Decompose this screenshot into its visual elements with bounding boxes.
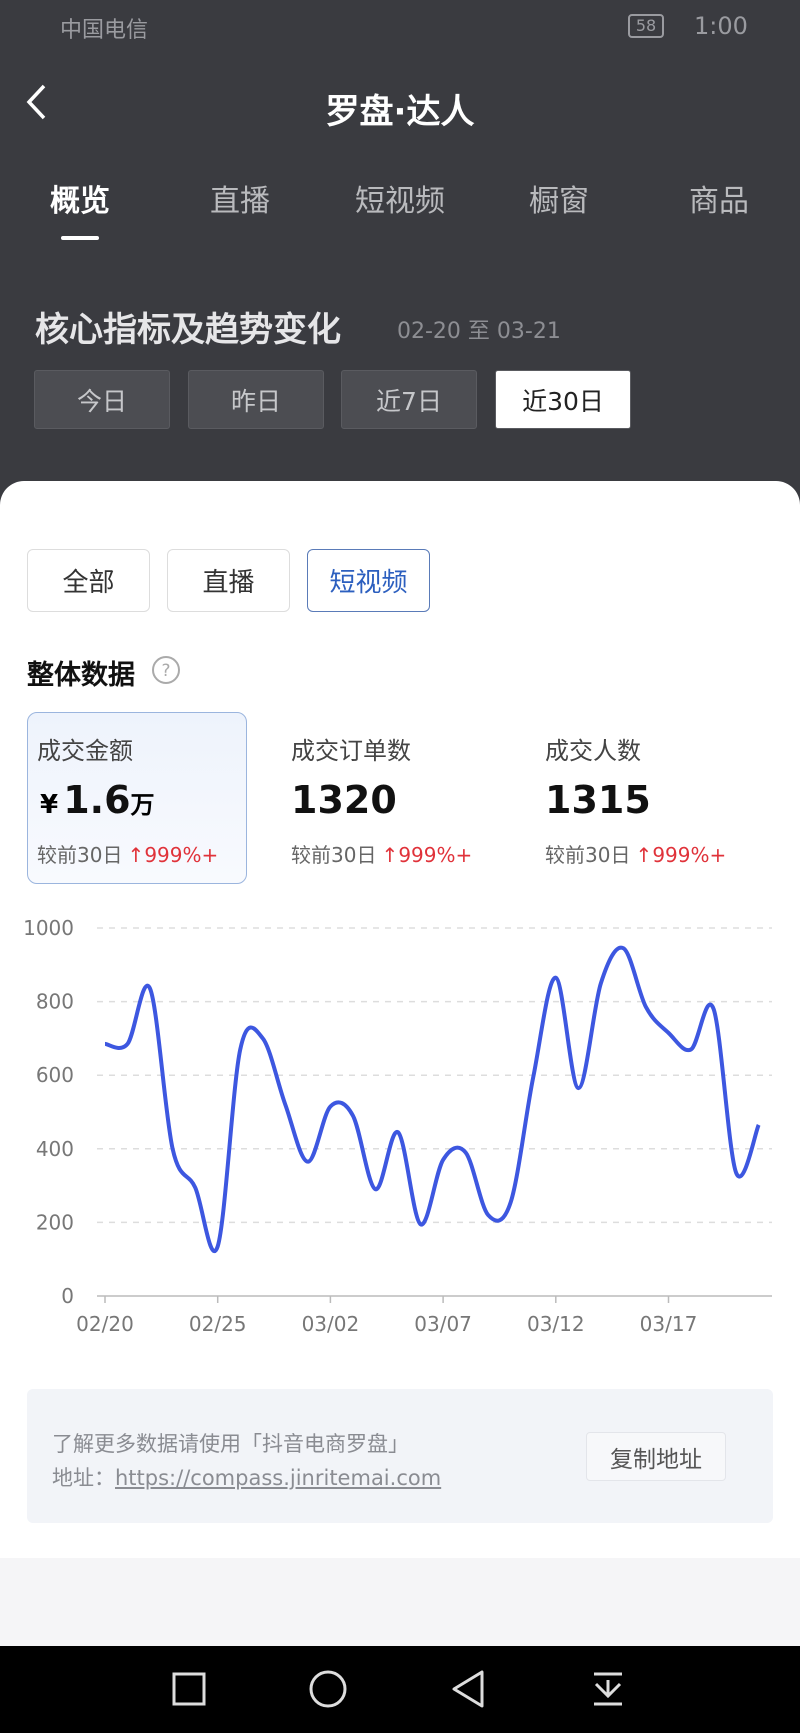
x-tick-label: 02/20 — [76, 1312, 134, 1336]
change: ↑999%+ — [381, 843, 473, 867]
y-tick-label: 400 — [36, 1137, 74, 1161]
period-button[interactable]: 近7日 — [341, 370, 477, 429]
tab[interactable]: 短视频 — [355, 184, 445, 219]
back-button[interactable] — [24, 82, 50, 122]
x-tick-label: 03/17 — [640, 1312, 698, 1336]
nav-bar — [0, 1646, 800, 1733]
trend-line — [104, 945, 761, 1253]
filter-button[interactable]: 直播 — [167, 549, 290, 612]
y-tick-label: 800 — [36, 990, 74, 1014]
recent-button[interactable] — [172, 1672, 206, 1706]
compare: 较前30日 — [291, 843, 377, 867]
clock: 1:00 — [694, 12, 748, 40]
y-tick-label: 200 — [36, 1210, 74, 1234]
metric-label: 成交金额 — [37, 737, 133, 765]
x-tick-label: 02/25 — [189, 1312, 247, 1336]
x-tick-label: 03/12 — [527, 1312, 585, 1336]
x-tick-label: 03/02 — [302, 1312, 360, 1336]
y-tick-label: 0 — [61, 1284, 74, 1308]
nav-icons — [172, 1670, 622, 1708]
x-tick-label: 03/07 — [414, 1312, 472, 1336]
section-title: 核心指标及趋势变化 — [35, 310, 341, 350]
filter-button[interactable]: 全部 — [27, 549, 150, 612]
compare: 较前30日 — [37, 843, 123, 867]
period-button[interactable]: 昨日 — [188, 370, 324, 429]
footer-address: 地址：https://compass.jinritemai.com — [52, 1462, 441, 1492]
metric-compare-group: 较前30日 ↑999%+ — [545, 839, 726, 868]
help-icon[interactable]: ? — [151, 655, 181, 685]
compare: 较前30日 — [545, 843, 631, 867]
change: ↑999%+ — [127, 843, 219, 867]
y-tick-label: 1000 — [23, 916, 74, 940]
tab[interactable]: 直播 — [210, 184, 270, 219]
top-panel — [0, 0, 800, 520]
change-value: 999%+ — [652, 843, 727, 867]
content-card — [0, 481, 800, 1558]
battery: 58 — [628, 14, 664, 38]
overview-title: 整体数据 — [27, 660, 135, 691]
period-button[interactable]: 近30日 — [495, 370, 631, 429]
copy-button[interactable]: 复制地址 — [586, 1432, 726, 1481]
filter-button[interactable]: 短视频 — [307, 549, 430, 612]
footer-note: 了解更多数据请使用「抖音电商罗盘」 — [52, 1432, 409, 1456]
metric-selected[interactable] — [27, 712, 247, 884]
change-value: 999%+ — [144, 843, 219, 867]
period-button[interactable]: 今日 — [34, 370, 170, 429]
metric-value: 1320 — [291, 778, 397, 822]
trend-chart: 0 200 400 600 800 1000 02/20 02/25 03/02 03/07 03/… — [23, 916, 772, 1336]
url-link[interactable]: https://compass.jinritemai.com — [115, 1466, 442, 1490]
home-button[interactable] — [309, 1670, 347, 1708]
carrier: 中国电信 — [60, 18, 149, 43]
tab-indicator — [61, 236, 99, 240]
metric-value: 1.6 — [63, 778, 131, 822]
metric-value-group: ¥ 1.6万 — [40, 778, 155, 822]
header-title: 罗盘·达人 — [325, 92, 475, 132]
metric-compare-group: 较前30日 ↑999%+ — [37, 839, 218, 868]
svg-text:?: ? — [161, 661, 170, 681]
change: ↑999%+ — [635, 843, 727, 867]
unit: 万 — [130, 791, 155, 819]
address-label: 地址： — [52, 1466, 115, 1490]
metric-compare-group: 较前30日 ↑999%+ — [291, 839, 472, 868]
currency: ¥ — [40, 790, 59, 820]
back-nav-button[interactable] — [452, 1670, 484, 1708]
change-value: 999%+ — [398, 843, 473, 867]
tab[interactable]: 橱窗 — [529, 184, 589, 219]
dropdown-button[interactable] — [594, 1672, 622, 1706]
metric-value: 1315 — [545, 778, 651, 822]
tab[interactable]: 商品 — [689, 184, 749, 219]
date-range: 02-20 至 03-21 — [397, 319, 561, 344]
y-tick-label: 600 — [36, 1063, 74, 1087]
metric-label: 成交人数 — [545, 737, 641, 765]
metric-label: 成交订单数 — [291, 737, 411, 765]
tab[interactable]: 概览 — [50, 184, 110, 219]
